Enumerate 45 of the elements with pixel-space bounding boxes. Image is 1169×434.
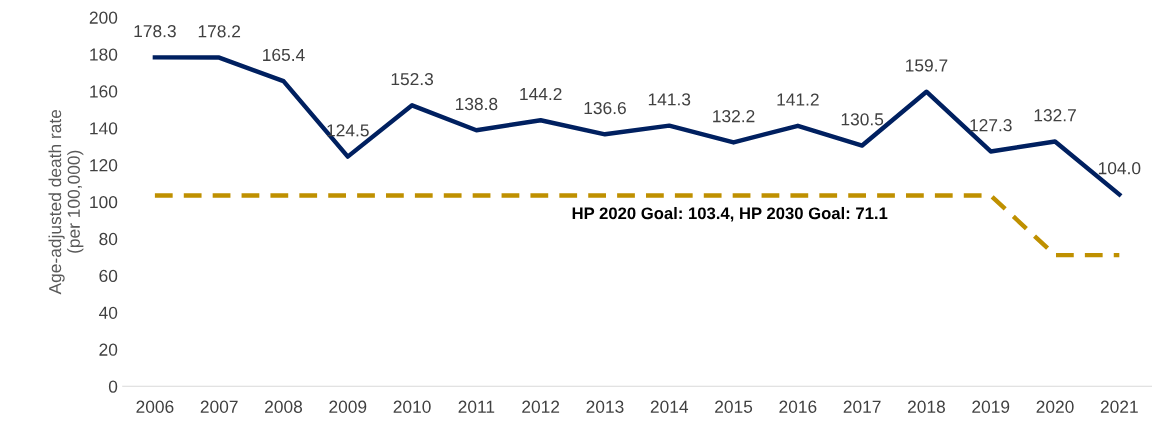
y-tick-label: 0 <box>108 380 118 393</box>
annotation: HP 2020 Goal: 103.4, HP 2030 Goal: 71.1 <box>572 206 888 222</box>
data-label: 141.3 <box>648 93 691 106</box>
data-label: 130.5 <box>841 113 884 126</box>
data-label: 138.8 <box>455 97 498 111</box>
y-tick-label: 100 <box>90 195 118 209</box>
data-label: 132.2 <box>713 110 755 123</box>
x-tick-label: 2015 <box>715 400 753 413</box>
x-tick-label: 2013 <box>586 400 624 413</box>
data-label: 141.2 <box>777 93 819 106</box>
x-tick-label: 2010 <box>393 400 431 413</box>
y-tick-label: 60 <box>99 269 118 283</box>
data-label: 144.2 <box>520 87 562 101</box>
y-tick-label: 180 <box>90 48 118 61</box>
x-tick-label: 2018 <box>908 400 945 413</box>
x-tick-label: 2007 <box>200 400 238 413</box>
data-label: 127.3 <box>970 119 1012 132</box>
y-tick-label: 40 <box>98 306 118 319</box>
x-tick-label: 2008 <box>265 400 303 413</box>
y-axis-title: Age-adjusted death rate (per 100,000) <box>48 109 84 295</box>
x-tick-label: 2019 <box>972 400 1010 413</box>
y-tick-label: 160 <box>90 85 118 98</box>
data-label: 124.5 <box>327 124 369 137</box>
data-label: 136.6 <box>584 101 626 115</box>
data-label: 104.0 <box>1098 162 1141 175</box>
y-tick-label: 20 <box>99 343 118 356</box>
x-tick-label: 2014 <box>650 400 689 413</box>
data-label: 159.7 <box>906 59 948 72</box>
data-label: 152.3 <box>391 72 434 86</box>
x-tick-label: 2011 <box>458 400 495 413</box>
y-tick-label: 140 <box>90 122 118 135</box>
x-tick-label: 2009 <box>329 400 367 413</box>
data-label: 132.7 <box>1034 109 1076 122</box>
data-label: 165.4 <box>263 48 305 62</box>
x-tick-label: 2020 <box>1036 400 1074 413</box>
x-tick-label: 2016 <box>779 400 817 413</box>
x-tick-label: 2012 <box>522 400 560 413</box>
data-label: 178.3 <box>134 24 176 38</box>
x-tick-label: 2017 <box>843 400 881 413</box>
data-label: 178.2 <box>198 25 241 38</box>
y-tick-label: 200 <box>89 11 118 24</box>
y-tick-label: 120 <box>90 159 118 172</box>
y-tick-label: 80 <box>99 232 118 246</box>
x-tick-label: 2021 <box>1100 400 1138 413</box>
x-tick-label: 2006 <box>136 400 174 413</box>
